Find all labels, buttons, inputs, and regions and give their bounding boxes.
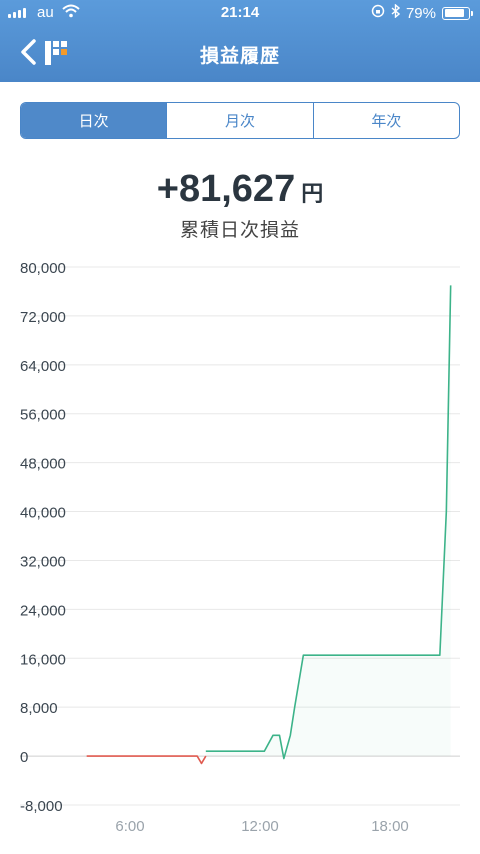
pnl-line-chart: 80,000 72,000 64,000 56,000 48,000 40,000 32,0… xyxy=(20,260,460,835)
header-bar: au 21:14 79% 損益履歴 xyxy=(0,0,480,82)
x-tick-label: 12:00 xyxy=(241,818,279,835)
y-tick-label: 8,000 xyxy=(20,700,58,717)
tab-daily[interactable]: 日次 xyxy=(21,103,167,138)
app-logo-icon xyxy=(45,41,67,65)
y-tick-label: 16,000 xyxy=(20,651,66,668)
battery-percent: 79% xyxy=(405,4,436,22)
carrier-label: au xyxy=(37,4,54,21)
y-tick-label: 32,000 xyxy=(20,553,66,570)
y-tick-label: 24,000 xyxy=(20,602,66,619)
status-bar: au 21:14 79% xyxy=(0,0,480,26)
tab-yearly[interactable]: 年次 xyxy=(312,103,459,138)
bluetooth-icon xyxy=(391,3,401,22)
y-tick-label: 80,000 xyxy=(20,260,66,277)
total-unit: 円 xyxy=(301,181,324,206)
rotation-lock-icon xyxy=(371,4,385,22)
series-line-negative xyxy=(86,755,207,765)
tab-monthly[interactable]: 月次 xyxy=(166,103,312,138)
period-tabs: 日次 月次 年次 xyxy=(20,102,460,139)
y-tick-label: 72,000 xyxy=(20,309,66,326)
wifi-icon xyxy=(62,4,80,22)
battery-icon xyxy=(442,6,473,20)
x-tick-label: 6:00 xyxy=(115,818,144,835)
series-line-positive xyxy=(205,285,452,760)
series-area xyxy=(205,285,451,759)
page-title: 損益履歴 xyxy=(199,46,280,67)
y-tick-label: 56,000 xyxy=(20,407,66,424)
y-tick-label: 64,000 xyxy=(20,358,66,375)
total-pnl: +81,627 円 xyxy=(0,168,480,211)
status-time: 21:14 xyxy=(220,4,260,21)
x-tick-label: 18:00 xyxy=(371,818,409,835)
signal-icon xyxy=(8,8,26,18)
total-label: 累積日次損益 xyxy=(179,220,300,241)
y-tick-label: 0 xyxy=(20,749,28,766)
total-value: +81,627 xyxy=(156,168,296,210)
chevron-left-icon[interactable] xyxy=(14,36,46,68)
y-tick-label: -8,000 xyxy=(20,798,63,815)
y-tick-label: 40,000 xyxy=(20,505,66,522)
y-tick-label: 48,000 xyxy=(20,456,66,473)
